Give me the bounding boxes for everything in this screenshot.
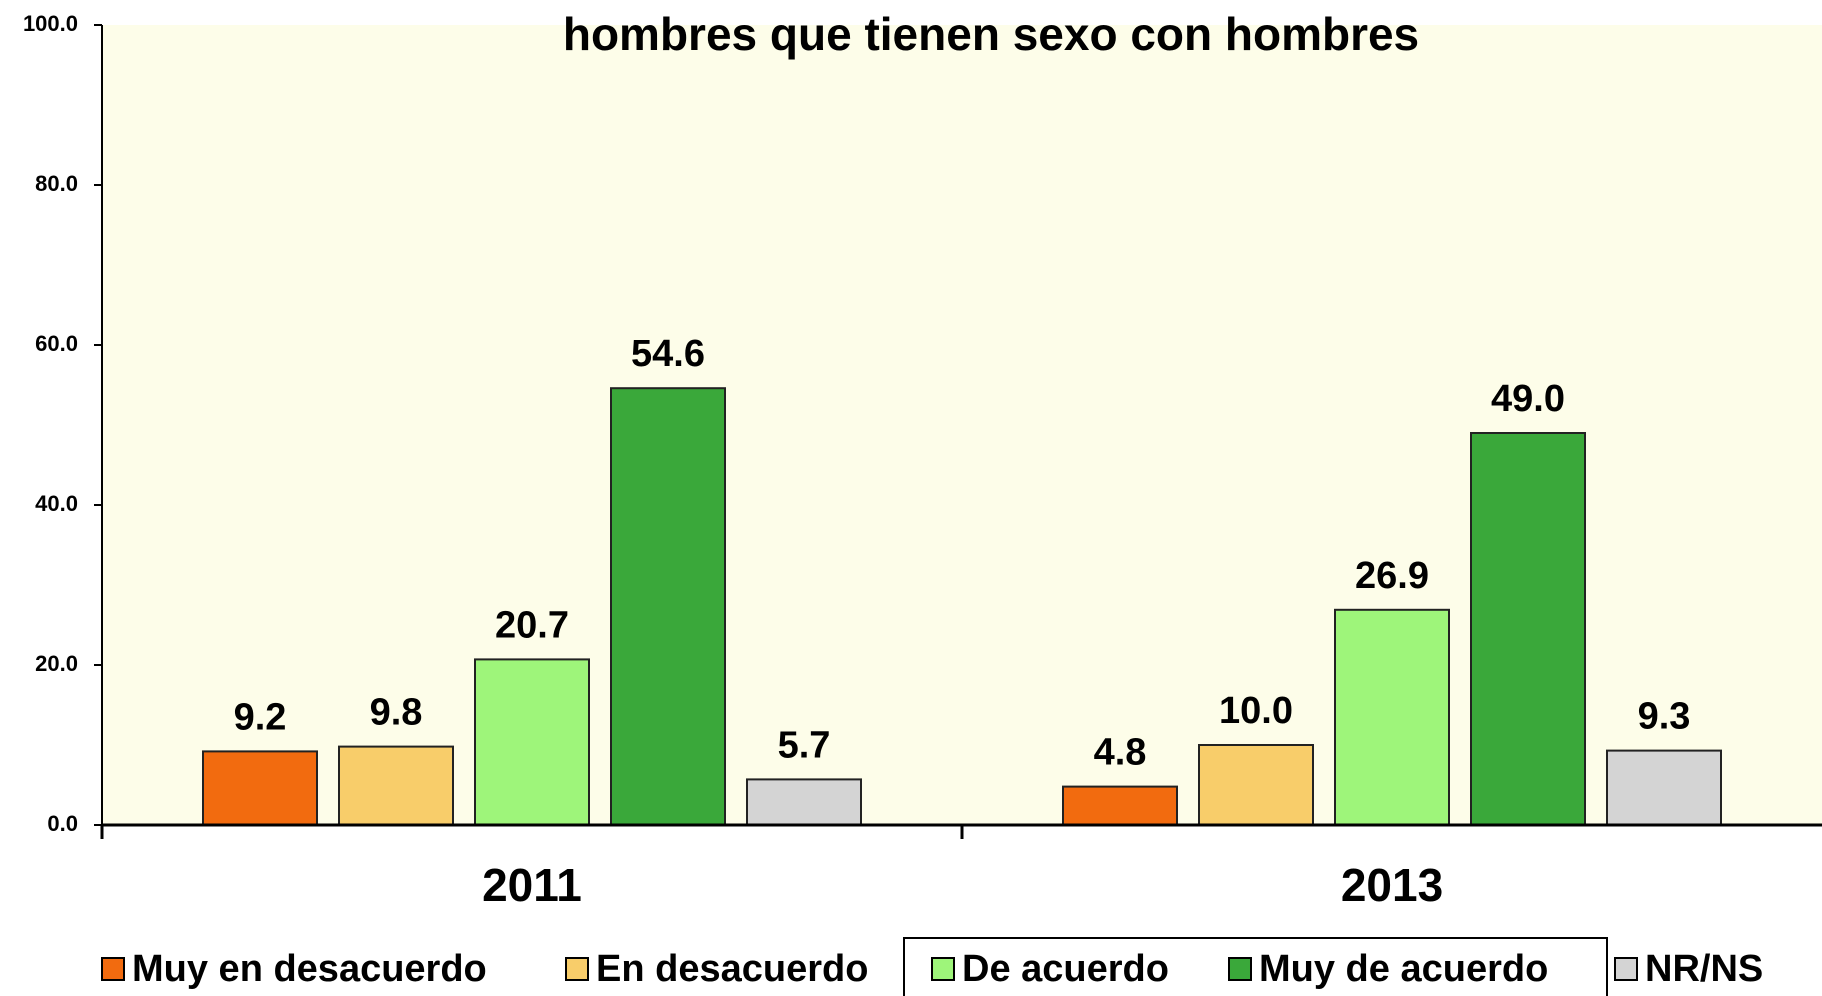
bar [1334, 608, 1450, 826]
bar [1470, 432, 1586, 826]
bar [338, 745, 454, 826]
value-label: 9.8 [370, 692, 423, 734]
y-tick-label: 0.0 [47, 811, 78, 836]
bar [746, 778, 862, 827]
value-label: 10.0 [1219, 690, 1293, 732]
value-label: 9.3 [1638, 696, 1691, 738]
y-tick-label: 40.0 [35, 491, 78, 516]
value-label: 49.0 [1491, 378, 1565, 420]
x-tick-label: 2011 [482, 859, 582, 911]
x-tick-label: 2013 [1341, 859, 1443, 911]
legend-label: De acuerdo [962, 948, 1169, 990]
legend-label: NR/NS [1645, 948, 1763, 990]
legend-box [903, 937, 1608, 996]
bar [1198, 744, 1314, 826]
value-label: 26.9 [1355, 555, 1429, 597]
legend-swatch [1228, 957, 1252, 981]
legend-swatch [565, 957, 589, 981]
value-label: 20.7 [495, 604, 569, 646]
value-label: 54.6 [631, 333, 705, 375]
legend-label: En desacuerdo [596, 948, 868, 990]
value-label: 4.8 [1094, 732, 1147, 774]
legend-label: Muy en desacuerdo [132, 948, 487, 990]
legend-swatch [101, 957, 125, 981]
y-tick-label: 80.0 [35, 171, 78, 196]
bar [202, 750, 318, 827]
bar [610, 387, 726, 826]
legend-label: Muy de acuerdo [1259, 948, 1548, 990]
legend-swatch [931, 957, 955, 981]
bar [474, 658, 590, 827]
y-tick-label: 60.0 [35, 331, 78, 356]
bar [1062, 785, 1178, 826]
chart-title: hombres que tienen sexo con hombres [563, 8, 1419, 60]
y-tick-label: 100.0 [23, 11, 78, 36]
legend-swatch [1614, 957, 1638, 981]
bar [1606, 749, 1722, 826]
y-tick-label: 20.0 [35, 651, 78, 676]
value-label: 9.2 [234, 696, 287, 738]
value-label: 5.7 [778, 724, 831, 766]
